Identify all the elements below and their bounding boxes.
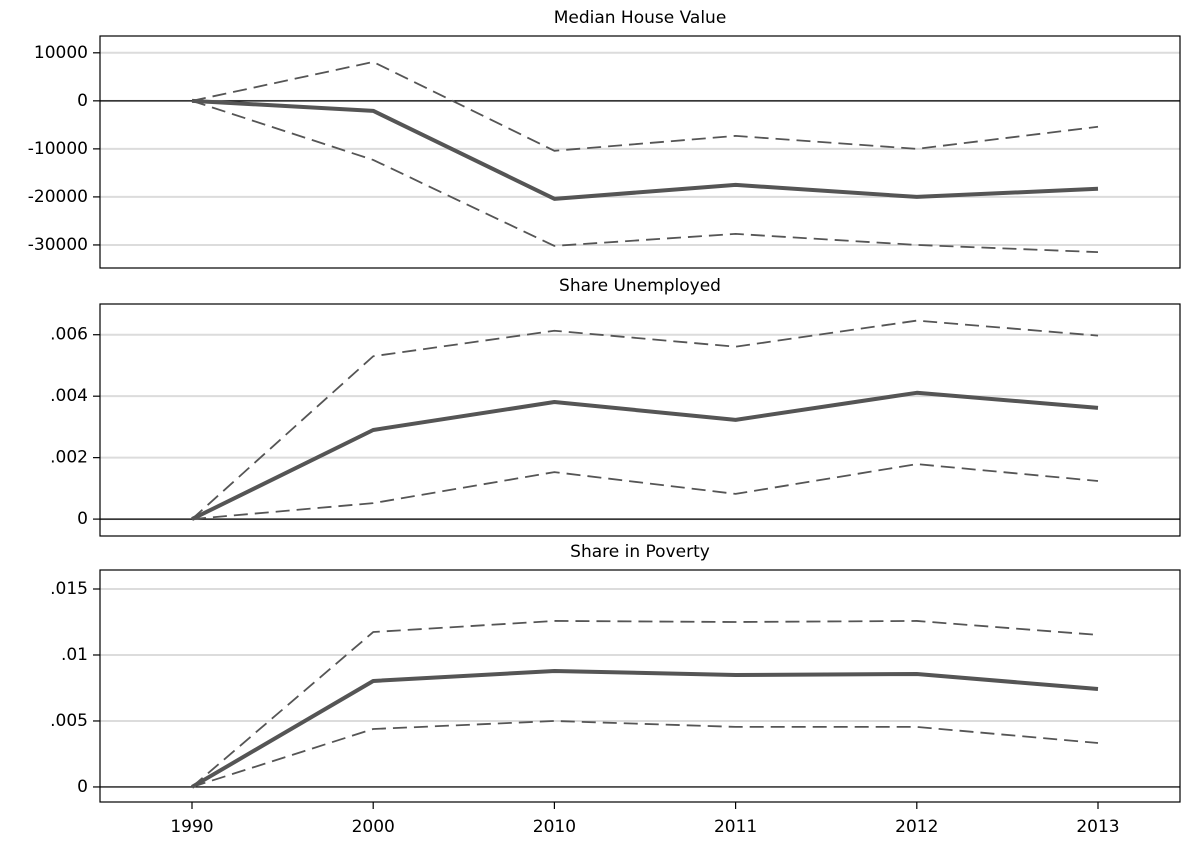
- x-tick-label: 2012: [895, 817, 938, 837]
- x-tick-label: 2013: [1076, 817, 1119, 837]
- series-line: [191, 99, 1099, 254]
- y-tick-label: .015: [50, 579, 88, 599]
- y-tick-label: -10000: [28, 139, 88, 159]
- y-tick-label: .004: [50, 386, 88, 406]
- y-tick-label: .006: [50, 325, 88, 345]
- x-tick-label: 1990: [170, 817, 213, 837]
- series-line: [191, 463, 1099, 520]
- y-tick-label: 10000: [34, 43, 88, 63]
- plot-frame: [99, 35, 1181, 269]
- series-line: [190, 668, 1099, 789]
- y-tick-label: .002: [50, 448, 88, 468]
- plot-frame: [99, 569, 1181, 803]
- panel-title: Share in Poverty: [570, 542, 710, 562]
- y-tick-label: .005: [50, 711, 88, 731]
- x-tick-label: 2000: [352, 817, 395, 837]
- series-line: [191, 390, 1099, 521]
- plot-frame: [99, 303, 1181, 537]
- series-line: [191, 98, 1099, 201]
- y-tick-label: 0: [77, 509, 88, 529]
- y-tick-label: 0: [77, 777, 88, 797]
- y-tick-label: 0: [77, 91, 88, 111]
- panel-title: Share Unemployed: [559, 276, 721, 296]
- series-line: [191, 620, 1099, 788]
- series-line: [191, 720, 1099, 788]
- series-line: [191, 61, 1099, 152]
- panel-title: Median House Value: [554, 8, 727, 28]
- y-tick-label: .01: [61, 645, 88, 665]
- y-tick-label: -30000: [28, 235, 88, 255]
- x-tick-label: 2011: [714, 817, 757, 837]
- x-tick-label: 2010: [533, 817, 576, 837]
- series-line: [191, 319, 1099, 520]
- y-tick-label: -20000: [28, 187, 88, 207]
